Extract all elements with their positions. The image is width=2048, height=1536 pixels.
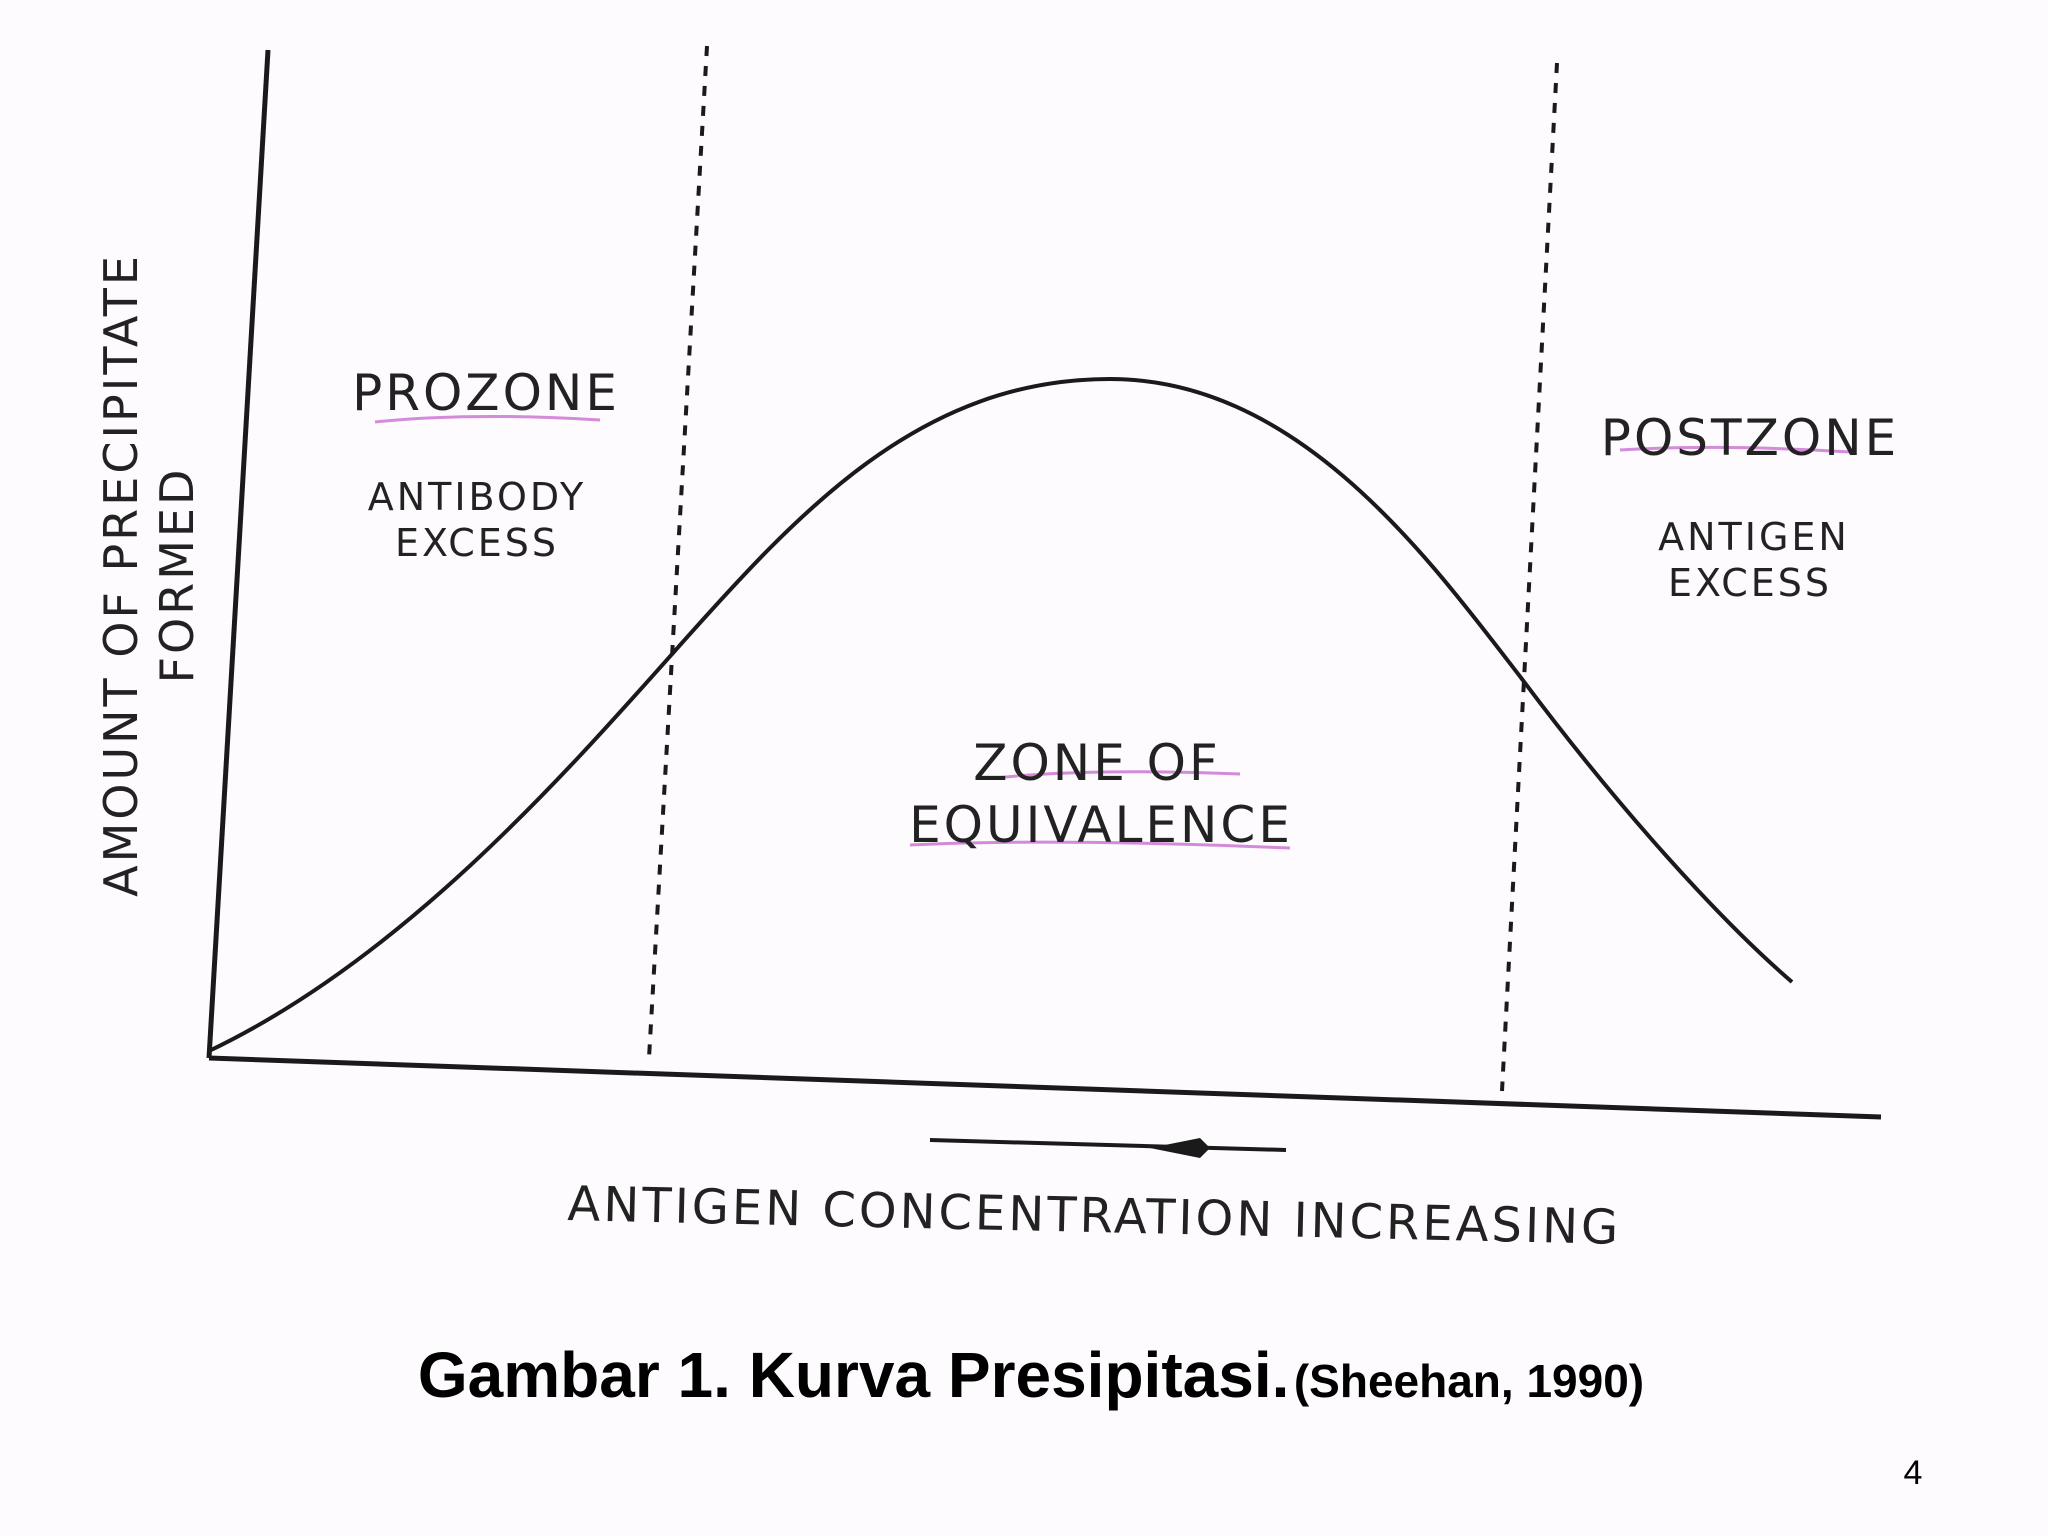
y-axis-label: FORMED [150,467,204,684]
caption: Gambar 1. Kurva Presipitasi. (Sheehan, 1… [418,1339,1644,1411]
zone-title: POSTZONE [1601,409,1899,467]
zone-description: EXCESS [1668,561,1832,605]
zone-description: ANTIGEN [1658,515,1850,559]
x-axis [208,1055,1882,1120]
zone-title: PROZONE [352,364,620,422]
zone-divider [647,45,709,1059]
underline [374,414,601,424]
underline [994,770,1241,780]
zone-description: ANTIBODY [368,475,587,519]
diagram [206,45,1882,1158]
highlight-underlines [374,414,1851,850]
caption-title: Gambar 1. Kurva Presipitasi. [418,1339,1290,1411]
underline [1619,445,1851,454]
arrow-head [1150,1138,1210,1158]
zone-title: EQUIVALENCE [909,796,1293,854]
y-axis-label: AMOUNT OF PRECIPITATE [94,253,148,897]
precipitation-curve [208,376,1794,1053]
arrow-line [929,1138,1287,1152]
y-axis [206,49,271,1059]
zone-title: ZONE OF [973,734,1221,792]
zone-description: EXCESS [395,521,559,565]
underline [909,840,1291,850]
page-number: 4 [1904,1454,1923,1492]
caption-source: (Sheehan, 1990) [1294,1355,1644,1407]
